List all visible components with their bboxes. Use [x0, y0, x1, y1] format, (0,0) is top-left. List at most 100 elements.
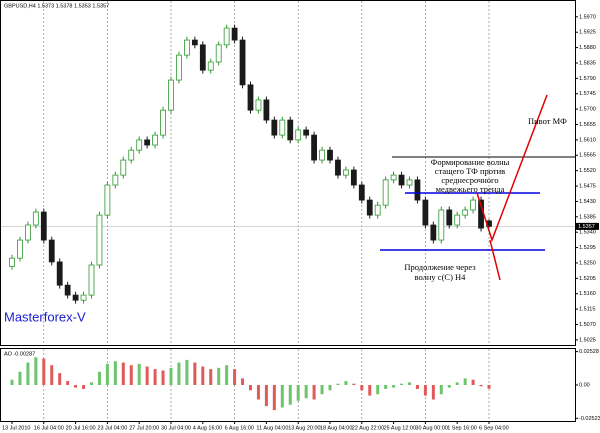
candle-body — [144, 139, 151, 146]
candle-body — [295, 129, 302, 141]
ao-bar — [360, 385, 364, 391]
y-tick-label: 1.5160 — [579, 291, 596, 297]
candle-body — [24, 224, 31, 241]
candle-body — [48, 239, 55, 263]
ao-bar — [312, 385, 316, 400]
candle-body — [382, 179, 389, 206]
y-tick-label: 1.5070 — [579, 322, 596, 328]
candle-body — [168, 79, 174, 111]
y-tick-label: 1.5340 — [579, 230, 596, 236]
ao-bar — [272, 385, 276, 411]
ao-bar — [241, 378, 245, 385]
candle-body — [136, 139, 143, 151]
ao-bar — [74, 385, 78, 388]
ao-bar — [487, 385, 491, 389]
ao-bar — [408, 382, 411, 385]
candle-body — [40, 211, 47, 241]
candle-body — [319, 149, 325, 161]
wave-line — [489, 239, 501, 281]
ao-bar — [177, 362, 181, 385]
y-tick-label: 1.5295 — [579, 245, 596, 251]
candle-body — [215, 44, 222, 63]
ao-bar — [447, 385, 451, 388]
candle-body — [56, 261, 63, 286]
candle-body — [279, 119, 286, 136]
last-price-label: 1.5357 — [578, 224, 595, 230]
ao-title: AO -0.00287 — [4, 351, 35, 357]
ao-bar — [201, 366, 205, 385]
ao-bar — [328, 385, 332, 391]
candle-body — [88, 264, 95, 296]
candle-body — [335, 159, 341, 176]
candle-body — [342, 169, 349, 176]
candle-body — [263, 99, 270, 121]
ao-bar — [423, 385, 427, 396]
x-tick-label: 25 Aug 12:00 — [384, 425, 416, 431]
annotation: медвежьего тренда — [436, 184, 505, 194]
ao-bar — [455, 382, 459, 385]
ao-bar — [169, 367, 173, 385]
candle-body — [303, 129, 310, 136]
x-tick-label: 22 Aug 22:00 — [352, 425, 384, 431]
ao-bar — [471, 379, 475, 385]
candle-body — [128, 149, 135, 161]
candle-body — [446, 209, 453, 226]
y-tick-label: 1.5745 — [579, 91, 596, 97]
annotation: Формирование волны — [431, 157, 510, 167]
candle-body — [32, 211, 39, 226]
x-tick-label: 30 Aug 00:00 — [415, 425, 447, 431]
x-tick-label: 18 Aug 04:00 — [320, 425, 352, 431]
ao-bar — [113, 361, 117, 385]
candle-body — [398, 174, 405, 186]
candle-body — [96, 214, 103, 266]
x-tick-label: 4 Aug 16:00 — [193, 425, 222, 431]
candle-body — [191, 39, 198, 46]
candle-body — [430, 224, 437, 241]
candle-body — [9, 257, 15, 267]
candle-body — [287, 119, 294, 141]
y-tick-label: 1.5790 — [579, 76, 596, 82]
ao-bar — [249, 385, 252, 391]
ao-bar — [336, 383, 340, 385]
candle-body — [414, 179, 421, 201]
candle-body — [311, 134, 318, 161]
ao-bar — [304, 385, 308, 399]
watermark: Masterforex-V — [4, 309, 86, 324]
ao-bar — [439, 385, 443, 395]
candle-body — [390, 174, 397, 181]
candle-body — [406, 179, 413, 186]
candle-body — [470, 199, 477, 211]
y-tick-label: 1.5385 — [579, 214, 596, 220]
ao-bar — [431, 385, 435, 400]
candle-body — [462, 209, 469, 216]
ao-bar — [288, 385, 292, 405]
y-tick-label: 1.5610 — [579, 137, 596, 143]
ao-bar — [320, 385, 324, 395]
candle-body — [152, 134, 159, 146]
candle-body — [80, 294, 87, 301]
ao-bar — [34, 357, 38, 385]
candle-body — [64, 284, 71, 296]
candle-body — [120, 159, 127, 176]
ao-bar — [479, 385, 483, 387]
y-tick-label: 1.5205 — [579, 276, 596, 282]
x-tick-label: 13 Aug 20:00 — [288, 425, 320, 431]
y-tick-label: 1.5565 — [579, 153, 596, 159]
candle-body — [72, 294, 79, 301]
ao-bar — [185, 359, 189, 385]
ao-bar — [225, 365, 229, 385]
ao-bar — [90, 382, 93, 385]
candle-body — [183, 39, 190, 56]
annotation: стащего ТФ против — [435, 166, 505, 176]
ao-bar — [161, 370, 165, 385]
ao-bar — [193, 362, 197, 385]
candle-body — [17, 239, 23, 259]
ao-bar — [82, 385, 86, 389]
ao-bar — [153, 369, 157, 385]
x-tick-label: 23 Jul 04:00 — [97, 425, 127, 431]
candle-body — [231, 27, 238, 41]
marks — [9, 24, 492, 411]
